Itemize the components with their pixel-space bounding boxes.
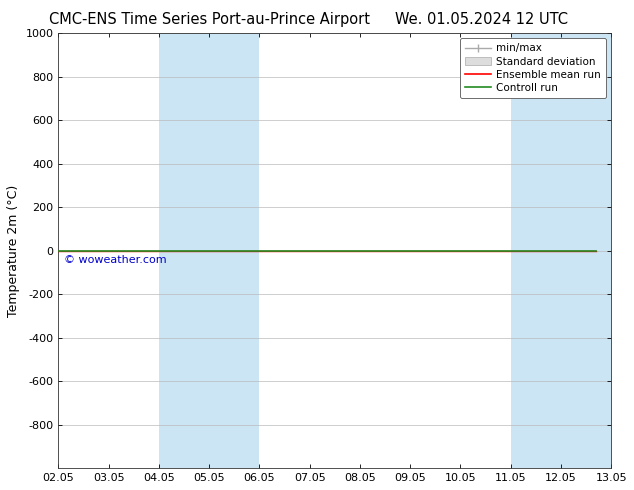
Y-axis label: Temperature 2m (°C): Temperature 2m (°C) xyxy=(7,184,20,317)
Text: © woweather.com: © woweather.com xyxy=(64,255,167,265)
Text: We. 01.05.2024 12 UTC: We. 01.05.2024 12 UTC xyxy=(396,12,568,27)
Legend: min/max, Standard deviation, Ensemble mean run, Controll run: min/max, Standard deviation, Ensemble me… xyxy=(460,38,606,98)
Text: CMC-ENS Time Series Port-au-Prince Airport: CMC-ENS Time Series Port-au-Prince Airpo… xyxy=(49,12,370,27)
Bar xyxy=(511,33,611,468)
Bar xyxy=(159,33,259,468)
